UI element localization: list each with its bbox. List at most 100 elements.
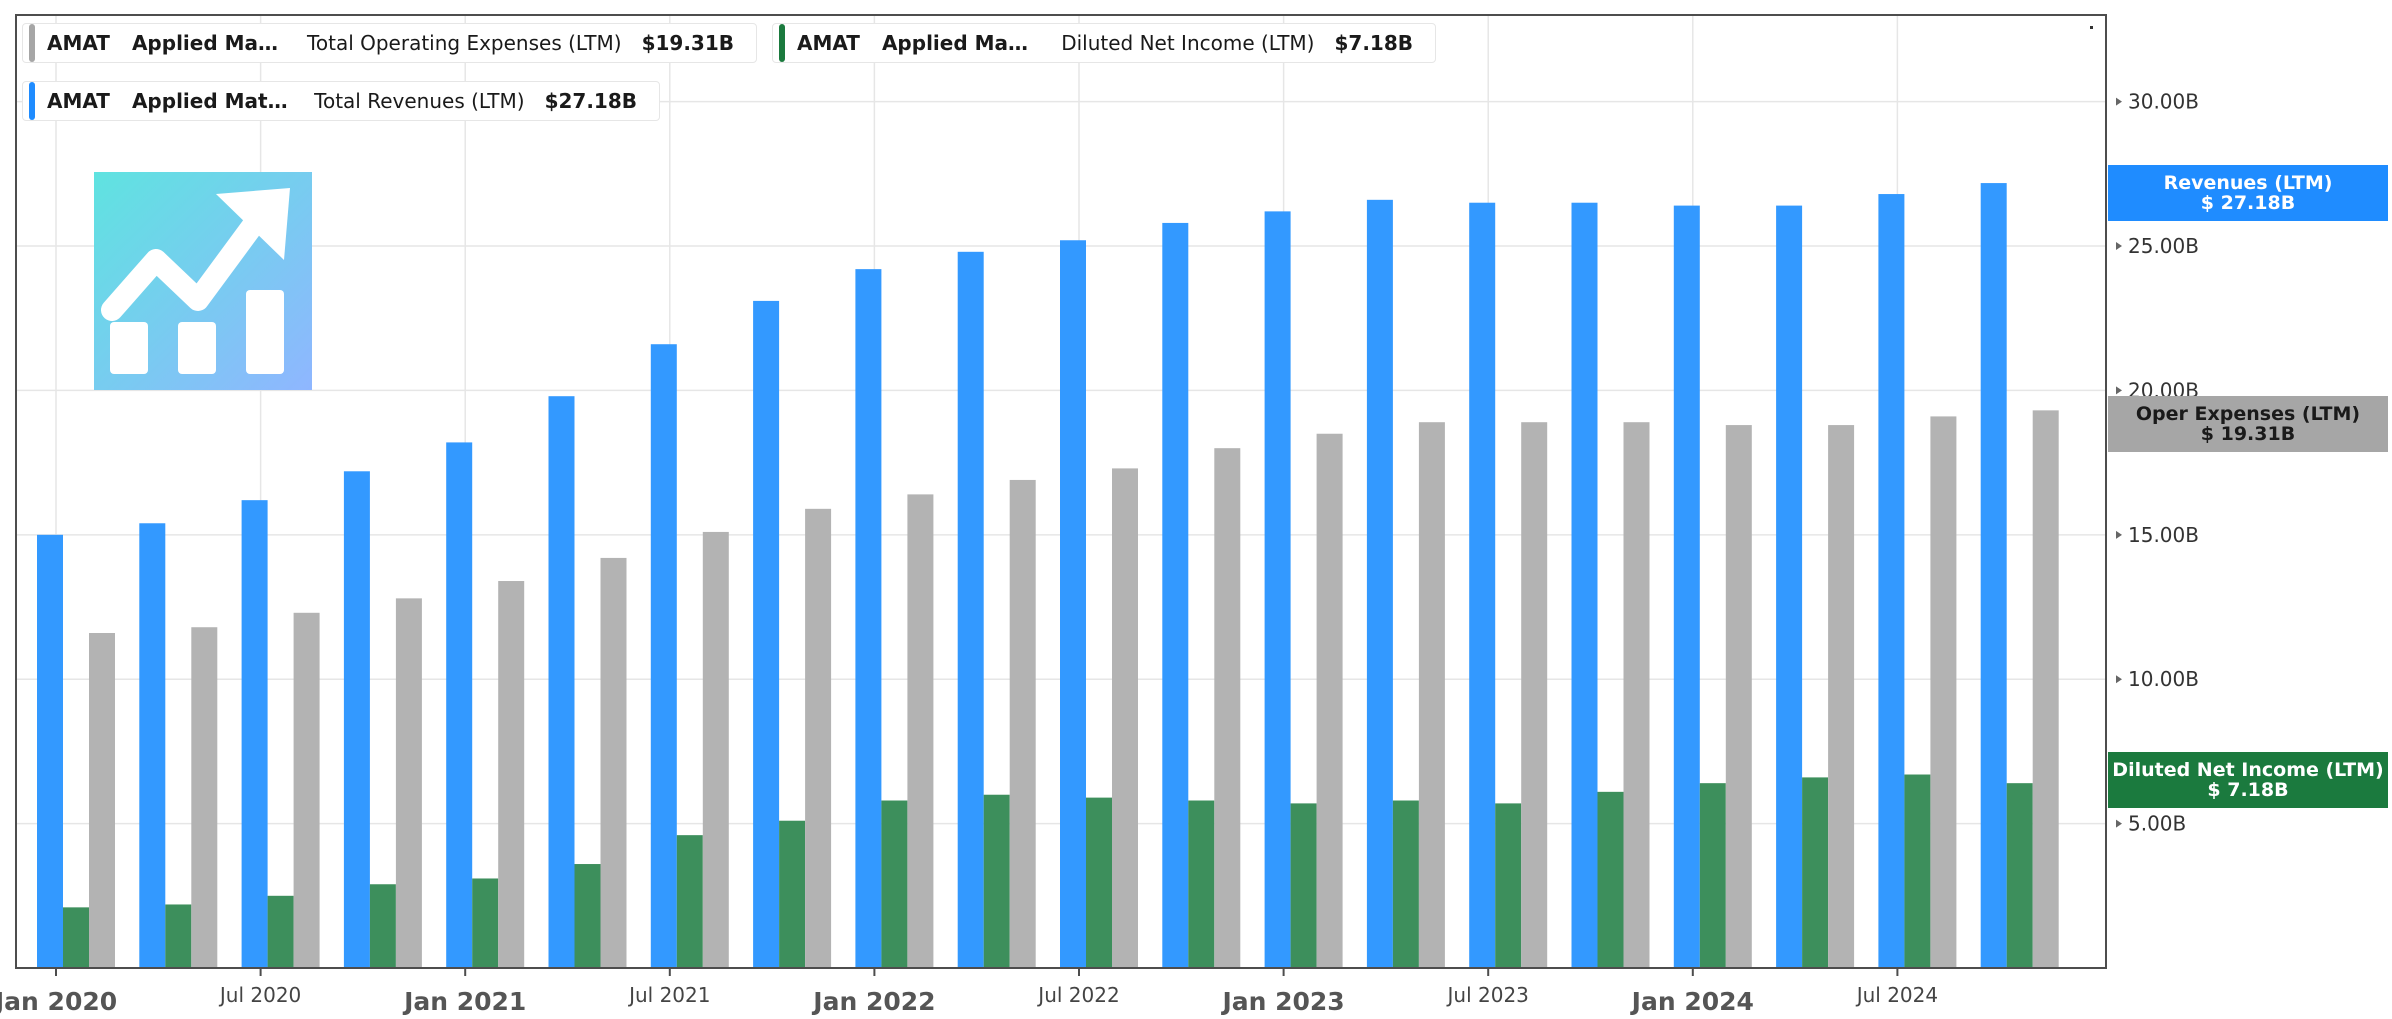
x-tick-label: Jul 2023 (1446, 983, 1529, 1007)
bar-diluted-net-income-ltm[interactable] (63, 907, 89, 968)
bar-total-operating-expenses-ltm[interactable] (702, 531, 729, 968)
bar-diluted-net-income-ltm[interactable] (1290, 803, 1317, 968)
bar-diluted-net-income-ltm[interactable] (1188, 800, 1215, 968)
bar-total-revenues-ltm[interactable] (1673, 205, 1700, 969)
bar-total-operating-expenses-ltm[interactable] (600, 557, 627, 968)
bar-total-revenues-ltm[interactable] (343, 471, 370, 968)
bar-total-revenues-ltm[interactable] (1264, 211, 1291, 969)
bar-total-revenues-ltm[interactable] (1366, 199, 1393, 969)
bar-total-operating-expenses-ltm[interactable] (498, 581, 525, 968)
badge-net-income-title: Diluted Net Income (LTM) (2112, 759, 2384, 781)
bar-total-operating-expenses-ltm[interactable] (1009, 479, 1036, 968)
bar-diluted-net-income-ltm[interactable] (369, 884, 396, 968)
bar-total-revenues-ltm[interactable] (855, 269, 882, 969)
x-tick-label: Jan 2023 (1220, 987, 1344, 1016)
bar-total-revenues-ltm[interactable] (650, 344, 677, 969)
x-tick-label: Jul 2024 (1855, 983, 1938, 1007)
bar-diluted-net-income-ltm[interactable] (1597, 791, 1624, 968)
plot-frame (15, 14, 2107, 969)
bar-total-revenues-ltm[interactable] (241, 500, 268, 968)
bar-total-operating-expenses-ltm[interactable] (1418, 422, 1445, 968)
legend-net-income-value: $7.18B (1334, 31, 1413, 55)
badge-opex-value: $ 19.31B (2200, 423, 2296, 445)
legend-revenues-company: Applied Materials, I... (131, 89, 289, 113)
bar-total-operating-expenses-ltm[interactable] (89, 633, 115, 968)
bar-total-revenues-ltm[interactable] (753, 300, 780, 968)
legend-opex-metric: Total Operating Expenses (LTM) (307, 31, 622, 55)
badge-revenues-title: Revenues (LTM) (2163, 172, 2333, 194)
bars-layer (37, 183, 2059, 969)
bar-total-operating-expenses-ltm[interactable] (1316, 433, 1343, 968)
legend-revenues[interactable]: AMAT Applied Materials, I... Total Reven… (22, 81, 660, 121)
bar-total-operating-expenses-ltm[interactable] (1521, 422, 1548, 968)
y-tick-label: 15.00B (2128, 523, 2199, 547)
bar-diluted-net-income-ltm[interactable] (1699, 783, 1726, 968)
x-tick-label: Jan 2020 (0, 987, 117, 1016)
legend-revenues-ticker: AMAT (47, 89, 110, 113)
legend-opex-company: Applied Materials, I... (131, 31, 282, 55)
x-axis: Jan 2020 Jul 2020 Jan 2021 Jul 2021 Jan 2022… (0, 968, 1938, 1016)
badge-revenues-value: $ 27.18B (2200, 192, 2296, 214)
bar-total-revenues-ltm[interactable] (1571, 202, 1598, 968)
bar-total-revenues-ltm[interactable] (37, 534, 63, 968)
bar-total-operating-expenses-ltm[interactable] (1930, 416, 1957, 968)
bar-diluted-net-income-ltm[interactable] (676, 835, 703, 968)
bar-total-operating-expenses-ltm[interactable] (1214, 448, 1241, 968)
y-tick-marker (2116, 242, 2122, 251)
bar-total-operating-expenses-ltm[interactable] (395, 598, 422, 968)
badge-revenues: Revenues (LTM) $ 27.18B (2108, 165, 2388, 221)
x-tick-label: Jan 2022 (811, 987, 935, 1016)
corner-marker (2090, 26, 2093, 29)
bar-total-revenues-ltm[interactable] (446, 442, 473, 968)
y-tick-label: 10.00B (2128, 667, 2199, 691)
bar-total-operating-expenses-ltm[interactable] (1112, 468, 1138, 968)
bar-diluted-net-income-ltm[interactable] (1802, 777, 1829, 968)
badge-net-income: Diluted Net Income (LTM) $ 7.18B (2108, 752, 2388, 808)
bar-diluted-net-income-ltm[interactable] (574, 864, 601, 968)
bar-diluted-net-income-ltm[interactable] (165, 904, 192, 968)
bar-diluted-net-income-ltm[interactable] (2006, 783, 2033, 968)
bar-total-revenues-ltm[interactable] (1162, 222, 1189, 969)
bar-diluted-net-income-ltm[interactable] (779, 820, 806, 968)
bar-total-revenues-ltm[interactable] (1776, 205, 1803, 969)
bar-total-revenues-ltm[interactable] (139, 523, 166, 968)
bar-total-revenues-ltm[interactable] (957, 251, 984, 969)
legend-opex[interactable]: AMAT Applied Materials, I... Total Opera… (22, 23, 757, 63)
bar-total-operating-expenses-ltm[interactable] (1725, 425, 1752, 968)
bar-diluted-net-income-ltm[interactable] (1086, 797, 1112, 968)
bar-diluted-net-income-ltm[interactable] (881, 800, 908, 968)
bar-total-revenues-ltm[interactable] (1980, 183, 2007, 969)
bar-diluted-net-income-ltm[interactable] (472, 878, 499, 968)
y-tick-label: 5.00B (2128, 812, 2186, 836)
y-tick-marker (2116, 97, 2122, 106)
badge-opex: Oper Expenses (LTM) $ 19.31B (2108, 396, 2388, 452)
bar-total-operating-expenses-ltm[interactable] (1623, 422, 1650, 968)
badge-net-income-value: $ 7.18B (2207, 779, 2289, 801)
bar-total-operating-expenses-ltm[interactable] (293, 612, 320, 968)
legend-revenues-metric: Total Revenues (LTM) (314, 89, 525, 113)
bar-total-operating-expenses-ltm[interactable] (907, 494, 934, 968)
y-tick-label: 25.00B (2128, 234, 2199, 258)
bar-diluted-net-income-ltm[interactable] (1904, 774, 1931, 968)
bar-total-revenues-ltm[interactable] (1060, 240, 1086, 969)
bar-total-operating-expenses-ltm[interactable] (805, 508, 832, 968)
bar-diluted-net-income-ltm[interactable] (267, 895, 294, 968)
legend-net-income-metric: Diluted Net Income (LTM) (1061, 31, 1315, 55)
bar-diluted-net-income-ltm[interactable] (983, 794, 1010, 968)
x-tick-label: Jan 2024 (1630, 987, 1754, 1016)
y-tick-marker (2116, 819, 2122, 828)
bar-total-revenues-ltm[interactable] (1878, 194, 1905, 969)
y-tick-label: 30.00B (2128, 90, 2199, 114)
badge-opex-title: Oper Expenses (LTM) (2135, 403, 2361, 425)
bar-total-operating-expenses-ltm[interactable] (2032, 410, 2059, 969)
bar-total-operating-expenses-ltm[interactable] (1828, 425, 1855, 968)
legend-opex-value: $19.31B (641, 31, 734, 55)
bar-total-operating-expenses-ltm[interactable] (191, 627, 218, 968)
bar-total-revenues-ltm[interactable] (1469, 202, 1496, 968)
bar-total-revenues-ltm[interactable] (548, 396, 575, 968)
bar-diluted-net-income-ltm[interactable] (1495, 803, 1522, 968)
legend-net-income[interactable]: AMAT Applied Materials, I... Diluted Net… (772, 23, 1436, 63)
bar-diluted-net-income-ltm[interactable] (1392, 800, 1419, 968)
